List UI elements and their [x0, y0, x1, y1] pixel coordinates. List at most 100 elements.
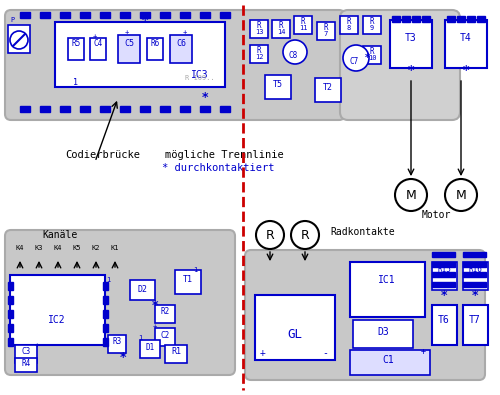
Bar	[100, 106, 110, 112]
Text: D1: D1	[146, 342, 154, 352]
FancyBboxPatch shape	[108, 335, 126, 353]
Text: R: R	[256, 45, 262, 55]
Bar	[180, 106, 190, 112]
Text: IC2: IC2	[48, 315, 66, 325]
Text: C6: C6	[176, 38, 186, 47]
Bar	[20, 106, 30, 112]
Bar	[432, 262, 455, 267]
Bar	[412, 16, 420, 22]
Text: 1: 1	[138, 335, 142, 341]
Text: M: M	[406, 188, 416, 201]
FancyBboxPatch shape	[140, 340, 160, 358]
Bar	[80, 106, 90, 112]
FancyBboxPatch shape	[175, 270, 201, 294]
FancyBboxPatch shape	[363, 16, 381, 34]
Text: D3: D3	[377, 327, 389, 337]
FancyBboxPatch shape	[255, 295, 335, 360]
FancyBboxPatch shape	[445, 20, 487, 68]
FancyBboxPatch shape	[15, 358, 37, 372]
Text: R: R	[266, 228, 274, 241]
Text: mögliche Trennlinie: mögliche Trennlinie	[165, 150, 284, 160]
FancyBboxPatch shape	[15, 345, 37, 363]
Text: Kanäle: Kanäle	[42, 230, 78, 240]
Text: R5: R5	[72, 38, 80, 47]
Text: T7: T7	[469, 315, 481, 325]
Bar	[120, 12, 130, 18]
Bar	[80, 12, 90, 18]
Text: R: R	[278, 21, 283, 30]
Text: C2: C2	[160, 331, 170, 339]
Text: GL: GL	[288, 329, 302, 342]
Text: -: -	[322, 348, 328, 358]
Bar	[103, 282, 108, 290]
FancyBboxPatch shape	[170, 35, 192, 63]
Text: *: *	[120, 352, 126, 365]
Text: K4: K4	[16, 245, 24, 251]
Bar	[103, 296, 108, 304]
FancyBboxPatch shape	[155, 305, 175, 323]
FancyBboxPatch shape	[432, 262, 457, 290]
Text: C4: C4	[94, 38, 102, 47]
Circle shape	[445, 179, 477, 211]
FancyBboxPatch shape	[147, 38, 163, 60]
FancyBboxPatch shape	[55, 22, 225, 87]
Text: R 109..: R 109..	[185, 75, 215, 81]
Bar	[60, 12, 70, 18]
FancyBboxPatch shape	[250, 45, 268, 63]
Text: +: +	[125, 29, 129, 35]
Bar	[463, 252, 486, 257]
Text: 12: 12	[255, 54, 263, 60]
FancyBboxPatch shape	[5, 230, 235, 375]
FancyBboxPatch shape	[265, 75, 291, 99]
FancyBboxPatch shape	[363, 46, 381, 64]
Bar	[432, 282, 455, 287]
Text: C5: C5	[124, 38, 134, 47]
Bar	[160, 106, 170, 112]
Text: C8: C8	[288, 51, 298, 60]
FancyBboxPatch shape	[68, 38, 84, 60]
FancyBboxPatch shape	[8, 25, 30, 53]
Text: +: +	[260, 348, 266, 358]
Text: *: *	[152, 299, 158, 312]
FancyBboxPatch shape	[463, 305, 488, 345]
FancyBboxPatch shape	[10, 275, 105, 345]
Bar	[463, 272, 486, 277]
Bar	[40, 12, 50, 18]
Bar	[432, 272, 455, 277]
Text: IC1: IC1	[378, 275, 396, 285]
Text: P: P	[10, 17, 14, 23]
FancyBboxPatch shape	[463, 262, 488, 290]
FancyBboxPatch shape	[5, 10, 345, 120]
Text: *: *	[441, 288, 448, 301]
Text: T1: T1	[183, 275, 193, 284]
Text: C7: C7	[350, 56, 358, 66]
FancyBboxPatch shape	[130, 280, 155, 300]
FancyBboxPatch shape	[353, 320, 413, 348]
Bar	[103, 310, 108, 318]
Circle shape	[10, 31, 28, 49]
Bar	[103, 324, 108, 332]
FancyBboxPatch shape	[294, 16, 312, 34]
FancyBboxPatch shape	[155, 328, 175, 346]
Text: R: R	[346, 17, 352, 26]
Bar	[200, 106, 210, 112]
Text: T4: T4	[460, 33, 472, 43]
Bar	[220, 12, 230, 18]
FancyBboxPatch shape	[350, 350, 430, 375]
FancyBboxPatch shape	[340, 10, 460, 120]
Text: 1: 1	[72, 77, 78, 87]
Text: R1: R1	[171, 348, 181, 357]
Text: R15: R15	[437, 265, 451, 275]
Text: R: R	[370, 17, 374, 26]
Text: R4: R4	[22, 359, 30, 367]
Text: 10: 10	[368, 55, 376, 61]
Bar	[103, 338, 108, 346]
Text: 1: 1	[106, 277, 110, 283]
Text: R3: R3	[112, 337, 122, 346]
Text: * durchkontaktiert: * durchkontaktiert	[162, 163, 274, 173]
Bar	[8, 296, 13, 304]
Text: *: *	[202, 90, 208, 103]
Bar	[160, 12, 170, 18]
Text: *: *	[408, 64, 414, 77]
Text: R: R	[300, 228, 310, 241]
